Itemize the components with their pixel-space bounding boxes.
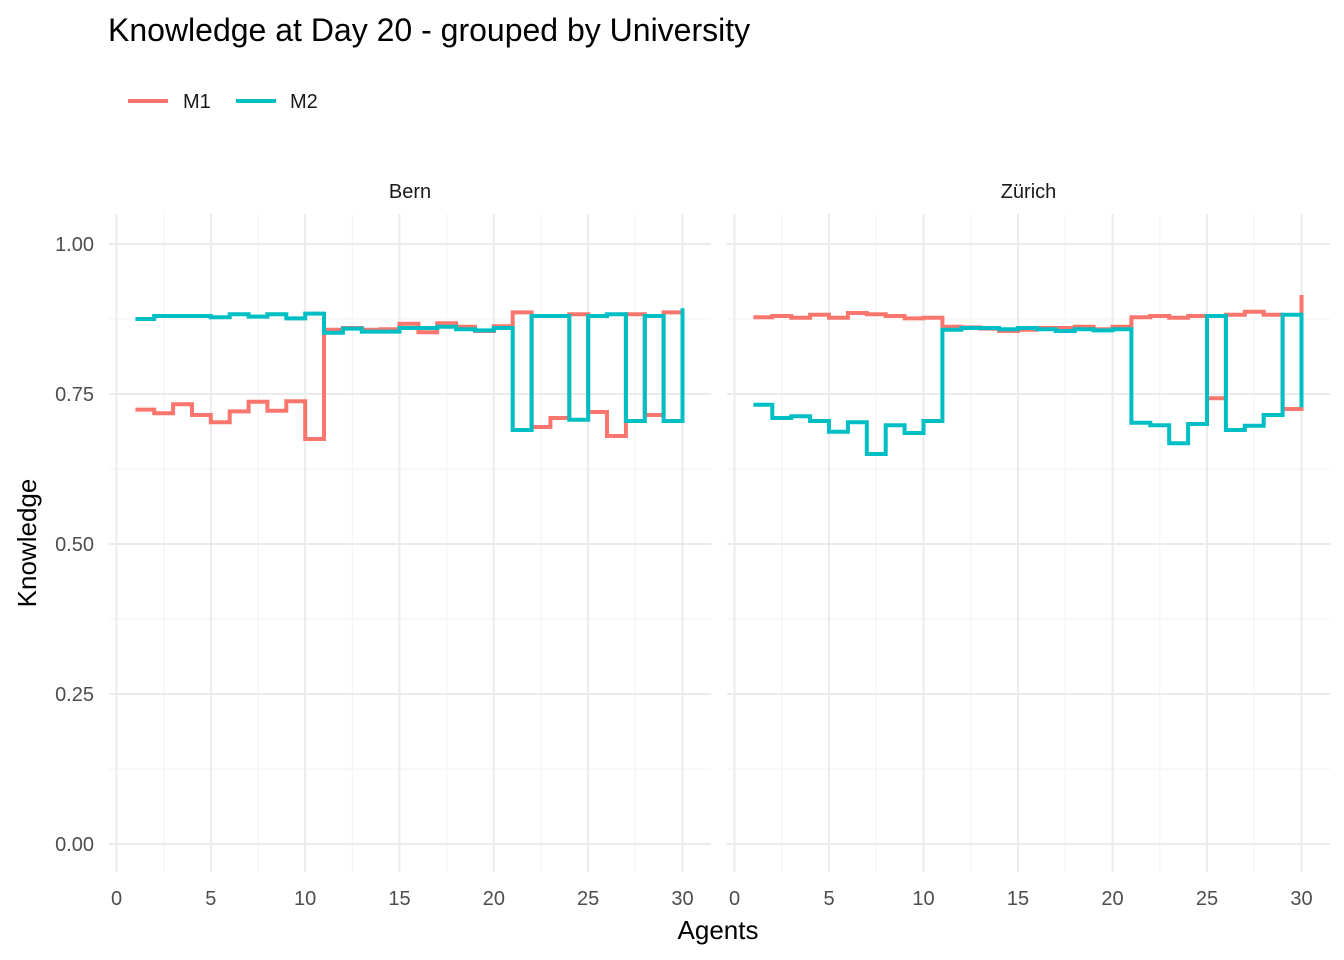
panels: Bern 0 5 10 15 20 25 30 0.00 0.25 0.50 0.75 1.00 Züri… — [55, 181, 1330, 910]
y-tick-label: 1.00 — [55, 234, 94, 256]
x-tick-label: 15 — [1007, 888, 1029, 910]
legend-label-m2: M2 — [290, 91, 318, 113]
series-line-m2 — [753, 312, 1304, 456]
x-tick-label: 0 — [729, 888, 740, 910]
panel-strip-label: Bern — [389, 181, 431, 203]
x-tick-label: 20 — [1101, 888, 1123, 910]
panel-strip-label: Zürich — [1001, 181, 1057, 203]
x-tick-label: 5 — [205, 888, 216, 910]
x-tick-label: 0 — [111, 888, 122, 910]
series-line-m2 — [135, 308, 685, 432]
y-tick-label: 0.25 — [55, 684, 94, 706]
x-axis-title: Agents — [678, 915, 759, 945]
chart-title: Knowledge at Day 20 - grouped by Univers… — [108, 12, 750, 48]
x-tick-label: 30 — [671, 888, 693, 910]
legend-label-m1: M1 — [183, 91, 211, 113]
y-tick-label: 0.75 — [55, 384, 94, 406]
y-tick-label: 0.00 — [55, 834, 94, 856]
panel-0: Bern 0 5 10 15 20 25 30 0.00 0.25 0.50 0.75 1.00 — [55, 181, 711, 910]
x-tick-label: 30 — [1290, 888, 1312, 910]
x-tick-label: 15 — [388, 888, 410, 910]
legend: M1 M2 — [128, 91, 318, 113]
x-tick-label: 10 — [294, 888, 316, 910]
y-tick-label: 0.50 — [55, 534, 94, 556]
x-tick-label: 25 — [577, 888, 599, 910]
x-tick-label: 25 — [1196, 888, 1218, 910]
series-line-m1 — [135, 310, 685, 441]
x-tick-label: 5 — [823, 888, 834, 910]
x-tick-label: 10 — [912, 888, 934, 910]
panel-1: Zürich 0 5 10 15 20 25 30 — [727, 181, 1330, 910]
series-line-m1 — [753, 295, 1304, 411]
y-axis-title: Knowledge — [12, 479, 42, 608]
x-tick-label: 20 — [483, 888, 505, 910]
